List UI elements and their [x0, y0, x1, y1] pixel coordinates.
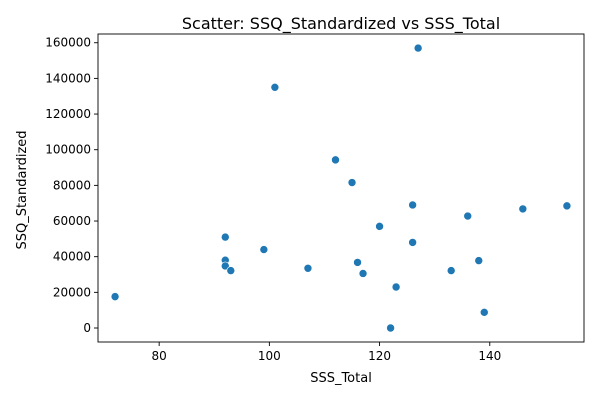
- y-tick-label: 40000: [53, 250, 91, 264]
- x-tick-label: 120: [368, 349, 391, 363]
- x-tick-label: 140: [478, 349, 501, 363]
- y-tick-label: 100000: [45, 143, 91, 157]
- scatter-point: [386, 323, 395, 333]
- scatter-point: [347, 178, 357, 187]
- x-tick-label: 100: [258, 349, 281, 363]
- scatter-point: [413, 43, 423, 53]
- scatter-point: [518, 204, 528, 214]
- scatter-point: [110, 292, 120, 301]
- scatter-point: [220, 232, 230, 242]
- scatter-point: [353, 258, 362, 267]
- scatter-point: [259, 245, 269, 254]
- scatter-point: [474, 256, 484, 265]
- scatter-point: [303, 263, 313, 273]
- y-tick-label: 60000: [53, 214, 91, 228]
- scatter-point: [220, 261, 230, 271]
- y-tick-label: 140000: [45, 71, 91, 85]
- scatter-point: [331, 155, 340, 165]
- data-points: [110, 43, 572, 333]
- y-tick-label: 20000: [53, 285, 91, 299]
- y-axis-label: SSQ_Standardized: [15, 130, 30, 249]
- scatter-point: [408, 200, 417, 210]
- scatter-point: [446, 266, 456, 275]
- axis-ticks: 80 100 120 140 0 20000 40000 60000 80000 100000 12…: [45, 36, 501, 363]
- scatter-point: [463, 211, 473, 221]
- y-tick-label: 160000: [45, 36, 91, 50]
- plot-frame: [97, 33, 585, 343]
- x-tick-label: 80: [152, 349, 167, 363]
- y-tick-label: 80000: [53, 178, 91, 192]
- scatter-point: [270, 83, 280, 92]
- y-tick-label: 0: [83, 321, 91, 335]
- chart-title: Scatter: SSQ_Standardized vs SSS_Total: [182, 14, 500, 34]
- scatter-point: [226, 266, 236, 275]
- scatter-point: [391, 282, 401, 292]
- scatter-point: [408, 238, 417, 247]
- x-axis-label: SSS_Total: [310, 371, 372, 386]
- scatter-point: [375, 222, 384, 231]
- scatter-point: [358, 269, 368, 278]
- y-tick-label: 120000: [45, 107, 91, 121]
- scatter-point: [479, 308, 489, 317]
- scatter-point: [562, 201, 572, 211]
